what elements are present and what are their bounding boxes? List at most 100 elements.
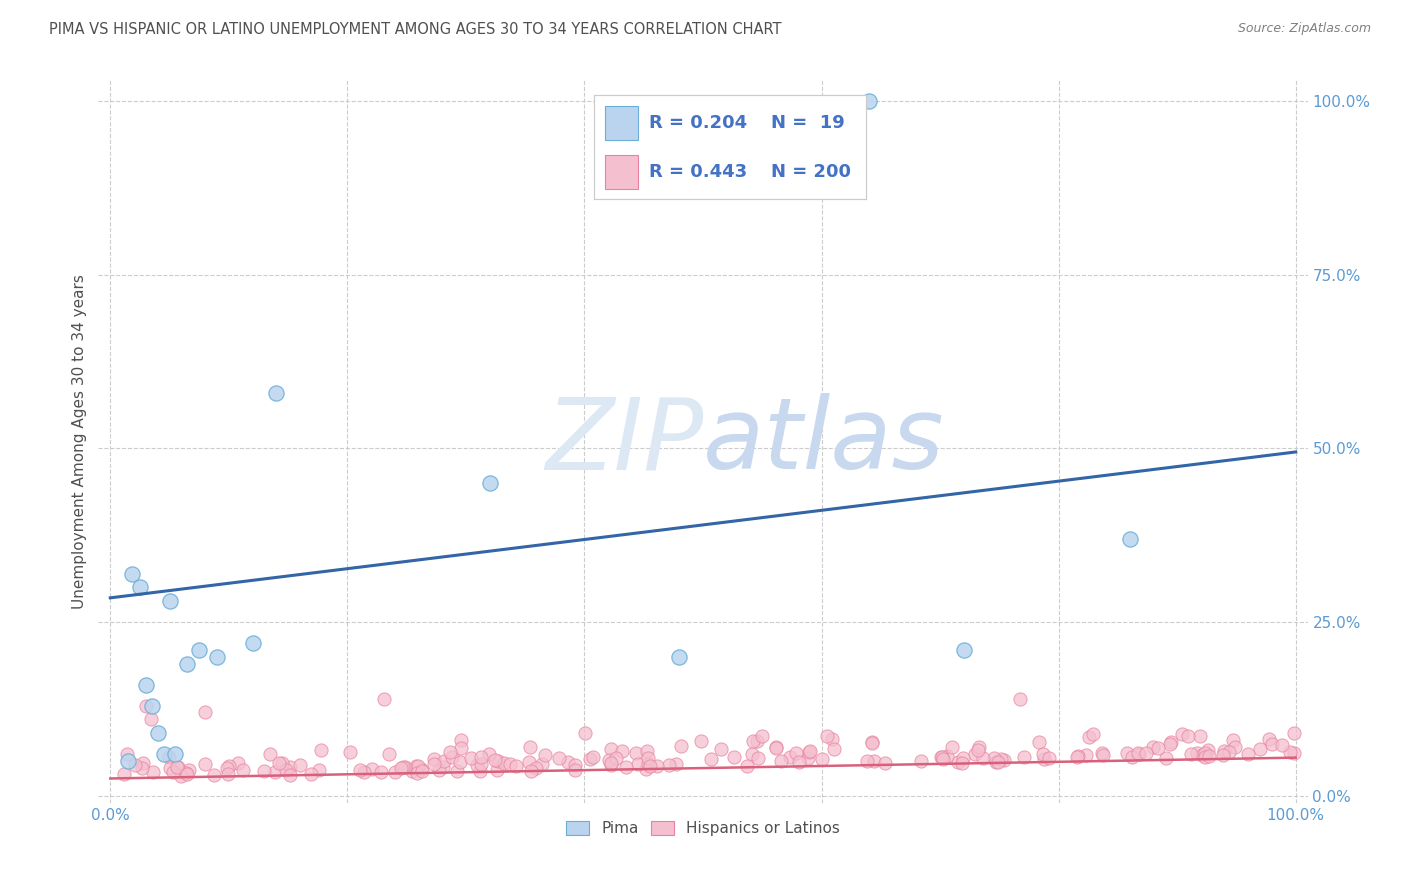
Point [787, 756, 810, 770]
Point [131, 761, 153, 775]
Point [1135, 746, 1157, 760]
Point [1212, 747, 1234, 762]
Point [1156, 751, 1178, 765]
Point [1038, 751, 1060, 765]
Point [950, 756, 973, 770]
Point [159, 761, 181, 775]
Point [179, 764, 201, 778]
Point [941, 740, 963, 755]
Point [142, 764, 165, 779]
Point [280, 760, 302, 774]
Point [1028, 735, 1050, 749]
Point [600, 756, 623, 771]
Point [492, 756, 515, 770]
Point [993, 753, 1015, 767]
Legend: Pima, Hispanics or Latinos: Pima, Hispanics or Latinos [560, 814, 846, 842]
Point [353, 765, 375, 780]
Point [1142, 739, 1164, 754]
Point [132, 756, 155, 771]
Point [253, 764, 276, 778]
Point [614, 760, 637, 774]
Point [665, 757, 688, 772]
Point [1261, 737, 1284, 751]
Point [699, 752, 721, 766]
Point [141, 713, 163, 727]
Point [117, 747, 139, 761]
Point [823, 742, 845, 756]
Point [485, 763, 508, 777]
Text: ZIP: ZIP [544, 393, 703, 490]
Point [856, 755, 879, 769]
Point [723, 749, 745, 764]
Point [574, 726, 596, 740]
Point [1198, 748, 1220, 763]
Point [765, 741, 787, 756]
Point [271, 756, 294, 771]
Point [858, 94, 880, 108]
Point [797, 751, 820, 765]
Point [1188, 729, 1211, 743]
Point [264, 764, 287, 779]
Point [779, 749, 801, 764]
Point [797, 745, 820, 759]
Point [242, 636, 264, 650]
Point [505, 759, 527, 773]
Point [484, 753, 506, 767]
Point [690, 734, 713, 748]
Point [174, 766, 197, 780]
Point [432, 760, 454, 774]
Point [349, 764, 371, 778]
Point [605, 751, 627, 765]
Point [624, 746, 647, 760]
Point [669, 739, 692, 754]
Point [1177, 730, 1199, 744]
Point [821, 731, 844, 746]
Text: atlas: atlas [703, 393, 945, 490]
Point [745, 734, 768, 748]
Point [785, 747, 807, 761]
Point [627, 757, 650, 772]
Point [751, 729, 773, 743]
Point [361, 762, 384, 776]
Point [1067, 748, 1090, 763]
Point [406, 765, 429, 780]
Point [392, 760, 415, 774]
Point [524, 761, 547, 775]
Point [299, 767, 322, 781]
Point [217, 761, 239, 775]
Point [373, 691, 395, 706]
Point [564, 758, 586, 772]
Point [1191, 747, 1213, 762]
Point [1014, 750, 1036, 764]
Text: PIMA VS HISPANIC OR LATINO UNEMPLOYMENT AMONG AGES 30 TO 34 YEARS CORRELATION CH: PIMA VS HISPANIC OR LATINO UNEMPLOYMENT … [49, 22, 782, 37]
Point [963, 747, 986, 761]
Point [167, 760, 190, 774]
Point [259, 747, 281, 761]
Point [1278, 746, 1301, 760]
Point [450, 740, 472, 755]
Point [1008, 691, 1031, 706]
Point [932, 752, 955, 766]
Point [394, 760, 416, 774]
Point [309, 743, 332, 757]
Point [863, 754, 886, 768]
Point [129, 581, 152, 595]
Point [534, 747, 557, 762]
Point [384, 765, 406, 780]
Point [194, 706, 217, 720]
Point [135, 698, 157, 713]
Point [1222, 733, 1244, 747]
Point [636, 744, 658, 758]
Point [159, 594, 181, 608]
Point [952, 751, 974, 765]
Point [121, 566, 143, 581]
Point [478, 747, 501, 762]
Point [1147, 741, 1170, 756]
Point [520, 764, 543, 778]
Point [582, 749, 605, 764]
Point [1237, 747, 1260, 761]
Point [450, 732, 472, 747]
Point [226, 756, 249, 771]
Point [983, 751, 1005, 765]
Point [427, 764, 450, 778]
